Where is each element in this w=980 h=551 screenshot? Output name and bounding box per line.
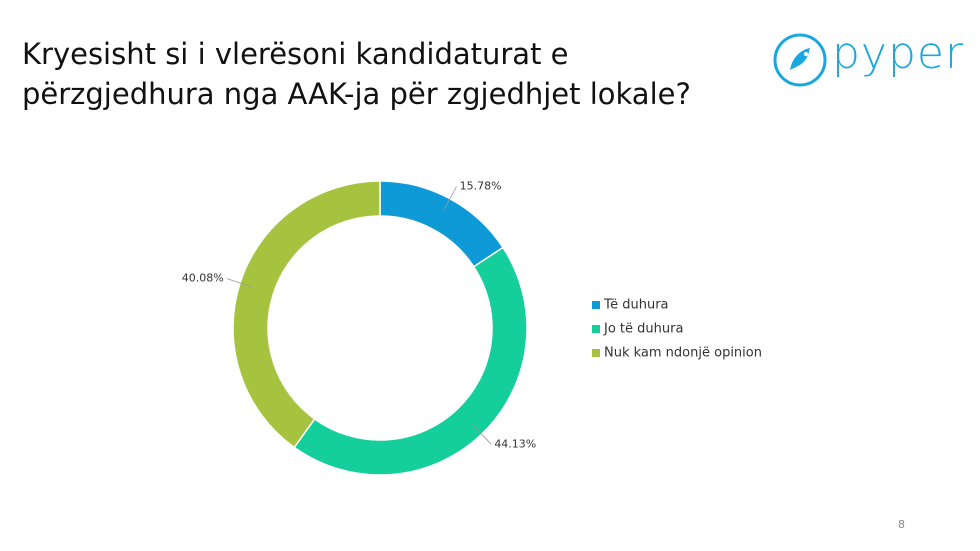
donut-segment [379,180,505,268]
leader-line [443,186,457,210]
title-line: përzgjedhura nga AAK-ja për zgjedhjet lo… [22,77,691,111]
page-number: 8 [898,518,905,531]
data-label: 40.08% [182,272,224,285]
legend-swatch [592,349,600,357]
legend-swatch [592,301,600,309]
legend-label: Nuk kam ndonjë opinion [604,346,762,361]
legend-swatch [592,325,600,333]
logo-icon [773,33,827,87]
donut-segment [293,246,528,476]
slide-title: Kryesisht si i vlerësoni kandidaturat e … [22,34,691,114]
data-label: 44.13% [494,437,536,450]
leader-line [226,278,252,288]
donut-segment [232,180,381,449]
leader-line [473,425,492,445]
title-line: Kryesisht si i vlerësoni kandidaturat e [22,37,569,71]
legend-label: Të duhura [603,298,669,313]
legend-label: Jo të duhura [603,322,683,337]
logo-text: pyper [832,28,965,79]
data-label: 15.78% [460,179,502,192]
